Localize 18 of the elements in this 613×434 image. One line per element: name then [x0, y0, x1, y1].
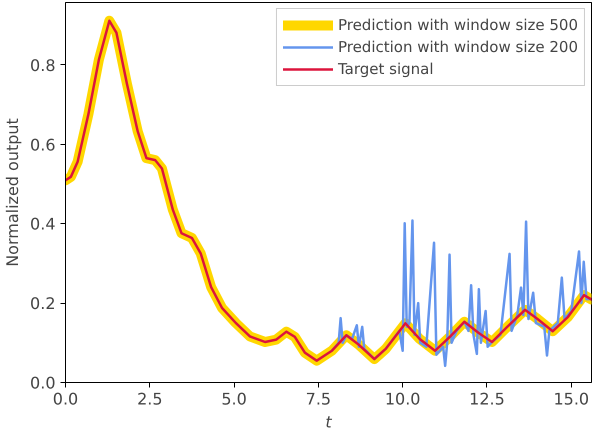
- y-tick-label: 0.4: [30, 214, 56, 234]
- y-tick-label: 0.2: [30, 294, 56, 314]
- legend-label: Target signal: [338, 59, 434, 79]
- x-tick-label: 2.5: [137, 390, 163, 408]
- x-axis-title: t: [325, 412, 332, 432]
- x-tick-label: 7.5: [306, 390, 332, 408]
- y-tick-label: 0.6: [30, 135, 56, 154]
- x-tick-label: 0.0: [52, 390, 78, 408]
- x-tick-label: 12.5: [469, 390, 505, 408]
- x-tick-label: 10.0: [384, 390, 420, 408]
- line-series: [330, 219, 592, 368]
- y-tick-label: 0.8: [30, 56, 56, 75]
- legend-label: Prediction with window size 500: [338, 15, 578, 35]
- y-tick-label: 0.0: [30, 374, 56, 392]
- y-axis-title: Normalized output: [3, 118, 22, 267]
- x-tick-label: 15.0: [553, 390, 590, 408]
- legend-label: Prediction with window size 200: [338, 37, 578, 57]
- x-tick-label: 5.0: [221, 390, 247, 408]
